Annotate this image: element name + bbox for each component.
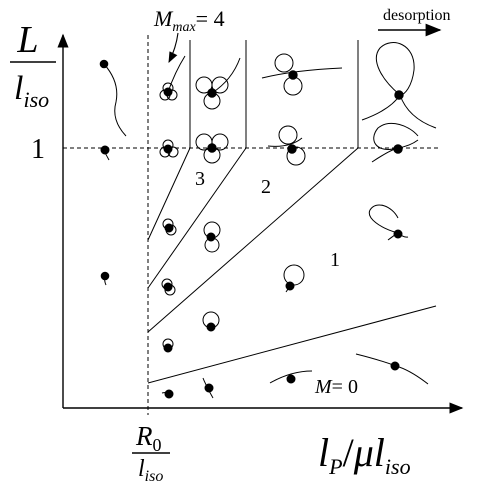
adsorbed-dot — [207, 143, 217, 153]
y-tick-label-1: 1 — [31, 134, 45, 165]
mmax-pointer — [168, 32, 179, 63]
region-label-2: 2 — [261, 176, 271, 198]
chain-tail — [261, 67, 343, 79]
adsorbed-dot — [164, 389, 174, 399]
adsorbed-dot — [100, 271, 110, 281]
region-label-1: 1 — [330, 249, 340, 271]
polymer-sketches — [99, 42, 437, 399]
adsorbed-dot — [288, 70, 298, 80]
x-tick-denominator: liso — [138, 456, 163, 485]
chain-tail — [361, 93, 437, 129]
adsorbed-dot — [204, 383, 214, 393]
adsorbed-dot — [163, 282, 173, 292]
adsorbed-dot — [206, 232, 216, 242]
loop — [283, 264, 305, 286]
adsorbed-dot — [287, 144, 297, 154]
adsorbed-dot — [390, 361, 400, 371]
adsorbed-dot — [394, 90, 404, 100]
adsorbed-dot — [285, 281, 295, 291]
mmax-pointer-arrow — [168, 32, 179, 63]
big-loop — [375, 42, 415, 96]
adsorbed-dot — [207, 88, 217, 98]
m0-label: M= 0 — [314, 376, 358, 398]
adsorbed-dot — [99, 59, 109, 69]
x-axis-label: lP/μliso — [318, 430, 411, 479]
x-tick-label-r0: R0 liso — [132, 421, 170, 485]
axes — [57, 33, 464, 414]
adsorbed-dot — [100, 145, 110, 155]
loop — [211, 76, 229, 94]
loop — [278, 125, 298, 145]
y-axis-label: L liso — [10, 19, 56, 112]
adsorbed-dot — [393, 144, 403, 154]
phase-boundaries — [147, 40, 437, 384]
y-label-numerator: L — [16, 19, 38, 61]
adsorbed-dot — [163, 144, 173, 154]
adsorbed-dot — [164, 223, 174, 233]
adsorbed-dot — [393, 229, 403, 239]
boundary-m2-m3 — [147, 147, 247, 289]
loop-open — [373, 123, 419, 150]
desorption-label: desorption — [383, 7, 451, 24]
adsorbed-dot — [206, 322, 216, 332]
chain-tail — [211, 57, 241, 94]
dashed-guides — [63, 35, 440, 415]
adsorbed-dot — [163, 343, 173, 353]
boundary-m0-m1 — [147, 305, 437, 384]
loop — [211, 133, 229, 151]
boundary-m1-m2 — [147, 147, 359, 333]
mmax-label: Mmax= 4 — [153, 6, 225, 35]
chain-tail — [267, 137, 303, 147]
region-label-3: 3 — [195, 168, 205, 190]
loop-open — [368, 204, 399, 234]
adsorbed-dot — [163, 87, 173, 97]
coil-chain — [167, 55, 186, 93]
loop — [274, 53, 294, 73]
adsorbed-dot — [286, 374, 296, 384]
x-tick-numerator: R0 — [135, 421, 162, 455]
chain-flat — [269, 370, 313, 384]
boundary-m3-m4 — [147, 147, 191, 241]
free-chain-long — [103, 63, 127, 137]
y-label-denominator: liso — [14, 70, 49, 112]
